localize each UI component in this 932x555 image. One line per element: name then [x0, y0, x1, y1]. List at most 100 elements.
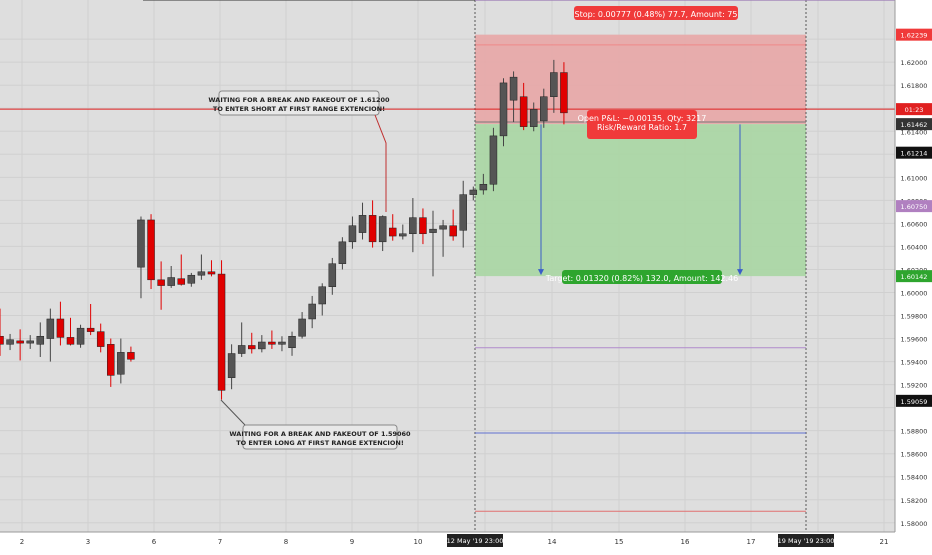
x-axis-date-tag — [778, 534, 834, 547]
price-levels — [0, 0, 895, 532]
y-axis-tick-label: 1.60000 — [901, 289, 928, 297]
candle-body — [86, 327, 95, 332]
x-axis-tick-label: 16 — [681, 538, 690, 546]
candle-body — [26, 340, 34, 344]
y-axis-tick-label: 1.60600 — [901, 220, 928, 228]
candle-body — [519, 96, 528, 127]
candle-body — [237, 345, 246, 354]
candle-body — [227, 353, 236, 378]
target-label: Target: 0.01320 (0.82%) 132.0, Amount: 1… — [545, 270, 738, 284]
y-axis-tick-label: 1.62000 — [901, 59, 928, 67]
candle-body — [479, 183, 488, 191]
short-callout: WAITING FOR A BREAK AND FAKEOUT OF 1.612… — [208, 90, 390, 116]
main-support-label: MAIN SUPPORT LEVEL — [830, 0, 901, 2]
candle-body — [308, 303, 316, 320]
candle-body — [288, 335, 296, 349]
pnl-label-text: Risk/Reward Ratio: 1.7 — [597, 123, 687, 132]
long-callout-pointer — [220, 399, 246, 426]
candle-body — [439, 225, 447, 230]
y-axis-tick-label: 1.61800 — [901, 82, 928, 90]
stop-label-box — [574, 6, 738, 20]
candle-body — [197, 271, 206, 276]
target-label-text: Target: 0.01320 (0.82%) 132.0, Amount: 1… — [545, 274, 738, 283]
candles — [0, 59, 568, 400]
long-callout-text: TO ENTER LONG AT FIRST RANGE EXTENCION! — [236, 439, 404, 447]
countdown-tag — [896, 103, 932, 116]
candle-body — [509, 76, 518, 101]
candle-body — [429, 228, 437, 233]
candle-body — [560, 72, 568, 114]
stop-label-text: Stop: 0.00777 (0.48%) 77.7, Amount: 75 — [574, 10, 737, 19]
candle-body — [137, 219, 145, 268]
y-axis-tick-label: 1.59600 — [901, 336, 928, 344]
candle-body — [187, 274, 196, 284]
pnl-label: Open P&L: −0.00135, Qty: 3217Risk/Reward… — [578, 110, 706, 139]
x-axis-tick-label: 8 — [284, 538, 288, 546]
candle-body — [318, 286, 326, 305]
candle-body — [248, 345, 256, 350]
x-axis-tick-label: 6 — [152, 538, 157, 546]
short-callout-text: WAITING FOR A BREAK AND FAKEOUT OF 1.612… — [208, 96, 390, 104]
x-axis-tick-label: 14 — [548, 538, 557, 546]
candle-body — [419, 217, 427, 235]
candle-body — [378, 216, 387, 243]
candle-body — [117, 352, 125, 375]
y-axis-price-tag — [896, 200, 932, 213]
candle-body — [36, 335, 45, 345]
y-axis-tick-label: 1.60400 — [901, 243, 928, 251]
candle-body — [388, 227, 397, 237]
long-callout-box — [242, 424, 398, 450]
y-axis-tick-label: 1.61214 — [901, 150, 928, 158]
x-axis-tick-label: 10 — [414, 538, 423, 546]
long-callout: WAITING FOR A BREAK AND FAKEOUT OF 1.590… — [229, 424, 411, 450]
candle-body — [66, 337, 75, 345]
y-axis-tick-label: 1.60750 — [901, 203, 928, 211]
y-axis-price-tag — [896, 394, 932, 407]
candle-body — [550, 72, 558, 97]
pnl-label-box — [587, 110, 697, 139]
candle-body — [46, 318, 55, 339]
x-axis-tick-label: 12 May '19 23:00 — [447, 537, 504, 545]
short-callout-pointer — [374, 114, 387, 212]
y-axis-tick-label: 1.58400 — [901, 474, 928, 482]
x-axis-tick-label: 17 — [747, 538, 756, 546]
candle-body — [459, 194, 467, 231]
candle-body — [298, 318, 306, 337]
annotations: Stop: 0.00777 (0.48%) 77.7, Amount: 75 Op… — [208, 0, 901, 450]
candle-body — [368, 215, 377, 243]
y-axis-tick-label: 1.59059 — [901, 398, 928, 406]
candle-body — [217, 273, 226, 391]
x-axis-tick-label: 15 — [615, 538, 624, 546]
candle-body — [96, 331, 105, 347]
candle-body — [449, 225, 457, 237]
x-axis[interactable]: 2 3 6 7 8 9 10 12 May '19 23:00 14 15 16 17 19 May '… — [0, 531, 932, 550]
stop-label: Stop: 0.00777 (0.48%) 77.7, Amount: 75 — [574, 6, 738, 20]
y-axis[interactable]: 1.622391.620001.618001.616001.614621.614… — [894, 0, 932, 550]
move-sl-label-1: MOVE SL ABOVE HIGHS — [825, 0, 901, 2]
candle-body — [107, 344, 115, 376]
candle-body — [499, 82, 508, 137]
y-axis-tick-label: 1.62239 — [901, 32, 928, 40]
x-axis-tick-label: 3 — [86, 538, 90, 546]
x-axis-tick-label: 2 — [20, 538, 24, 546]
short-callout-box — [218, 90, 380, 116]
candle-body — [489, 135, 498, 185]
x-axis-tick-label: 7 — [218, 538, 222, 546]
y-axis-price-tag — [896, 270, 932, 283]
candle-body — [127, 352, 135, 360]
y-axis-tick-label: 1.61000 — [901, 174, 928, 182]
position-zones — [475, 34, 806, 277]
y-axis-tick-label: 1.61462 — [901, 121, 928, 129]
candle-body — [358, 215, 367, 233]
candle-body — [0, 335, 4, 345]
short-callout-text: TO ENTER SHORT AT FIRST RANGE EXTENCION! — [213, 105, 385, 113]
candle-body — [147, 219, 155, 281]
candle-body — [157, 279, 165, 286]
candle-body — [338, 241, 347, 264]
candle-body — [399, 233, 407, 237]
y-axis-price-tag — [896, 118, 932, 131]
y-axis-tick-label: 1.58800 — [901, 428, 928, 436]
main-resistance-label: MAIN RESISTANCE LEVEL — [820, 0, 901, 2]
